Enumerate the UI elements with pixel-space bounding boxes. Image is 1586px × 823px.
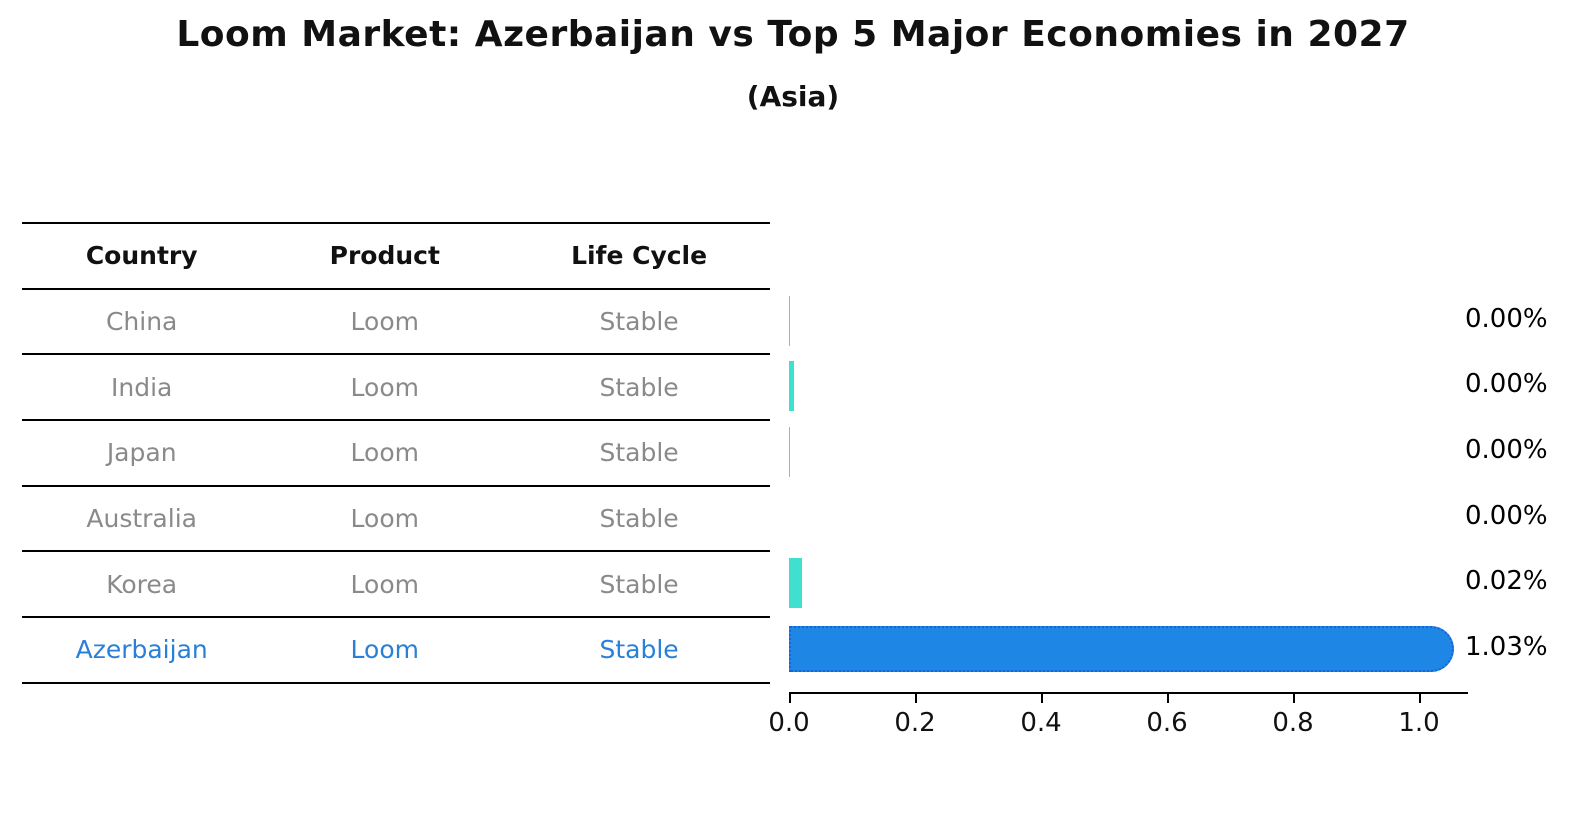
bar-china [789, 295, 791, 346]
cell-product: Loom [350, 635, 419, 665]
chart-title: Loom Market: Azerbaijan vs Top 5 Major E… [176, 14, 1410, 55]
value-label-azerbaijan: 1.03% [1465, 632, 1548, 662]
chart-subtitle: (Asia) [746, 80, 840, 113]
cell-life-cycle: Stable [599, 504, 679, 534]
value-label-china: 0.00% [1465, 303, 1548, 334]
header-country: Country [85, 241, 198, 271]
table-row-china: China Loom Stable [22, 290, 770, 356]
bar-korea [789, 558, 802, 609]
x-tick-label-0.2: 0.2 [894, 708, 936, 738]
table-row-korea: Korea Loom Stable [22, 552, 770, 619]
x-tick-label-0.4: 0.4 [1020, 708, 1062, 738]
cell-life-cycle: Stable [599, 372, 679, 402]
x-tick-0.8 [1293, 694, 1295, 703]
cell-product: Loom [350, 569, 419, 599]
bar-chart: 0.0 0.2 0.4 0.6 0.8 1.0 0.00% 0.00% 0.00% 0.00% 0… [768, 222, 1569, 782]
cell-life-cycle: Stable [599, 569, 679, 599]
bar-india [789, 361, 795, 412]
bar-azerbaijan [789, 626, 1454, 672]
x-tick-label-0.0: 0.0 [768, 708, 810, 738]
x-tick-label-0.8: 0.8 [1272, 708, 1314, 738]
x-tick-label-1.0: 1.0 [1398, 708, 1440, 738]
value-label-korea: 0.02% [1465, 566, 1548, 597]
cell-country: Japan [106, 438, 177, 468]
header-product: Product [329, 241, 440, 271]
cell-country: Australia [86, 504, 197, 534]
country-table: Country Product Life Cycle China Loom St… [22, 222, 770, 684]
value-label-india: 0.00% [1465, 369, 1548, 400]
cell-country: India [111, 372, 173, 402]
x-tick-0.0 [789, 694, 791, 703]
table-row-azerbaijan: Azerbaijan Loom Stable [22, 618, 770, 684]
bar-japan [789, 426, 790, 477]
value-label-australia: 0.00% [1465, 500, 1548, 531]
table-row-japan: Japan Loom Stable [22, 421, 770, 487]
x-tick-0.2 [915, 694, 917, 703]
cell-life-cycle: Stable [599, 438, 679, 468]
cell-product: Loom [350, 372, 419, 402]
x-tick-label-0.6: 0.6 [1146, 708, 1188, 738]
x-tick-0.4 [1041, 694, 1043, 703]
cell-country: Azerbaijan [75, 635, 208, 665]
cell-life-cycle: Stable [599, 635, 679, 665]
cell-product: Loom [350, 438, 419, 468]
cell-life-cycle: Stable [599, 307, 679, 337]
table-row-australia: Australia Loom Stable [22, 487, 770, 553]
cell-country: Korea [106, 569, 178, 599]
cell-product: Loom [350, 307, 419, 337]
x-axis-line [789, 692, 1468, 694]
table-row-india: India Loom Stable [22, 355, 770, 422]
table-header-row: Country Product Life Cycle [22, 224, 770, 290]
value-label-japan: 0.00% [1465, 434, 1548, 465]
header-life-cycle: Life Cycle [571, 241, 708, 271]
x-tick-1.0 [1419, 694, 1421, 703]
cell-country: China [105, 307, 178, 337]
cell-product: Loom [350, 504, 419, 534]
x-tick-0.6 [1167, 694, 1169, 703]
